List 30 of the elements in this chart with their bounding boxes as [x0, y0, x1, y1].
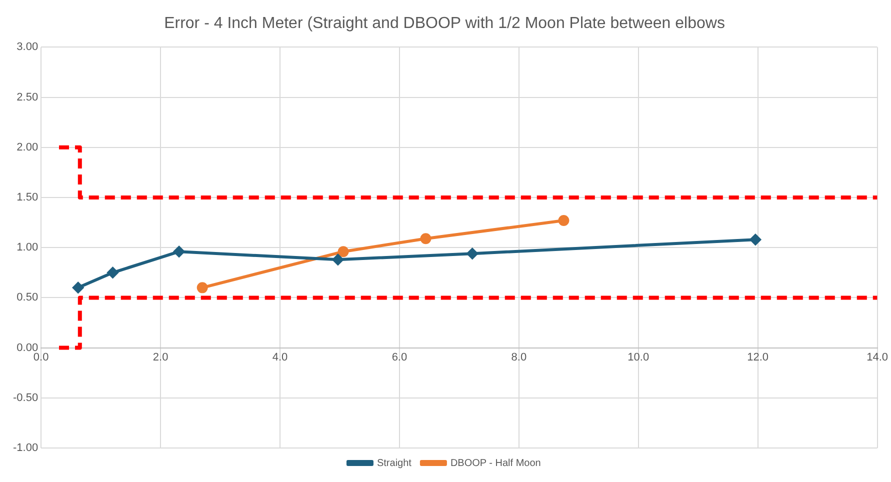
y-tick-label: 0.50 [16, 292, 38, 304]
x-tick-label: 14.0 [866, 351, 888, 364]
y-tick-label: 2.50 [16, 91, 38, 104]
legend-label: Straight [376, 458, 412, 469]
y-tick-label: -0.50 [12, 392, 38, 404]
y-tick-label: 2.00 [16, 141, 38, 154]
point [338, 246, 349, 258]
point [420, 233, 432, 244]
point [196, 282, 208, 294]
point [466, 248, 478, 260]
x-tick-label: 0.0 [33, 351, 49, 364]
point [332, 254, 344, 266]
point [72, 282, 84, 294]
y-tick-label: 3.00 [16, 41, 38, 54]
x-tick-label: 12.0 [747, 351, 769, 364]
y-tick-label: 1.00 [16, 242, 38, 254]
x-tick-label: 6.0 [392, 351, 408, 364]
legend-label: DBOOP - Half Moon [450, 458, 541, 469]
x-tick-label: 4.0 [272, 351, 288, 364]
y-tick-label: 1.50 [16, 192, 38, 204]
y-tick-label: 0.00 [16, 342, 38, 354]
point [750, 234, 761, 246]
point [174, 246, 185, 258]
y-tick-label: -1.00 [12, 442, 38, 454]
point [107, 267, 118, 278]
x-tick-label: 10.0 [628, 351, 650, 364]
x-tick-label: 2.0 [152, 351, 168, 364]
x-tick-label: 8.0 [511, 351, 527, 364]
point [558, 215, 570, 226]
chart-title: Error - 4 Inch Meter (Straight and DBOOP with 1/2 Moon Plate between elbows [164, 15, 725, 32]
